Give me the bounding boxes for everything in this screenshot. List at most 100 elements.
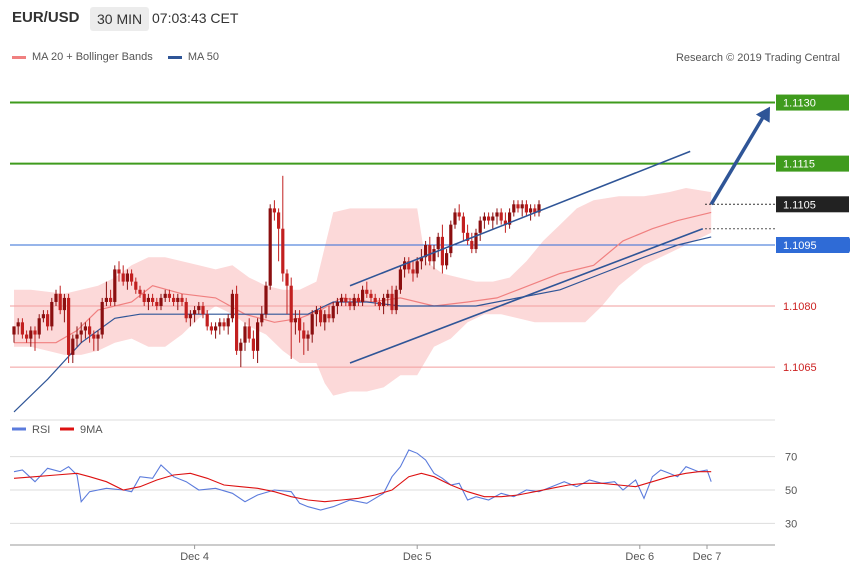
candle-body <box>226 318 230 327</box>
candle-15 <box>75 326 79 347</box>
candle-body <box>88 326 92 335</box>
legend-ma20-swatch <box>12 55 26 59</box>
candle-79 <box>344 293 348 307</box>
candle-body <box>75 334 79 339</box>
candle-body <box>125 273 129 282</box>
candle-body <box>516 204 520 209</box>
candle-45 <box>201 301 205 319</box>
candle-57 <box>251 330 255 359</box>
timestamp: 07:03:43 CET <box>152 10 239 26</box>
candle-10 <box>54 289 58 307</box>
candle-body <box>432 249 436 262</box>
candle-body <box>117 269 121 274</box>
candle-body <box>461 216 465 233</box>
candle-27 <box>125 269 129 290</box>
candle-86 <box>373 293 377 307</box>
candle-90 <box>390 285 394 315</box>
candle-39 <box>176 293 180 311</box>
candle-body <box>331 306 335 319</box>
candle-body <box>96 334 100 339</box>
candle-103 <box>445 249 449 270</box>
candle-97 <box>419 249 423 270</box>
candle-87 <box>377 297 381 311</box>
forecast-arrow-head <box>755 106 770 123</box>
candle-body <box>260 314 264 323</box>
candle-121 <box>520 200 524 217</box>
candle-69 <box>302 322 306 355</box>
candle-124 <box>533 204 537 217</box>
candle-51 <box>226 314 230 335</box>
candle-5 <box>33 326 37 351</box>
candle-body <box>470 240 474 250</box>
ma50-line <box>13 236 712 413</box>
candle-body <box>109 297 113 302</box>
level-badge-bg <box>776 196 849 213</box>
level-label: 1.1080 <box>783 301 817 313</box>
candle-71 <box>310 310 314 343</box>
level-badge-bg <box>776 359 849 376</box>
level-badge-bg <box>776 237 849 253</box>
candle-60 <box>264 281 268 319</box>
candle-body <box>58 293 62 311</box>
candle-body <box>491 216 495 221</box>
candle-body <box>71 338 75 355</box>
candle-body <box>302 330 306 339</box>
candle-body <box>172 297 176 302</box>
candle-body <box>130 273 134 282</box>
candle-114 <box>491 212 495 229</box>
candle-body <box>340 297 344 302</box>
legend-ma50-swatch <box>167 55 182 59</box>
time-label-Dec-7: Dec 7 <box>693 551 722 563</box>
candle-84 <box>365 281 369 298</box>
candle-body <box>159 297 163 307</box>
candle-52 <box>230 289 234 323</box>
chart-header: EUR/USD 30 MIN 07:03:43 CET <box>0 0 850 40</box>
candle-109 <box>470 232 474 254</box>
level-badge-1.1115: 1.1115 <box>776 155 849 172</box>
candle-body <box>377 301 381 307</box>
candle-19 <box>92 330 96 351</box>
candle-26 <box>121 265 125 286</box>
candle-body <box>54 293 58 302</box>
candle-54 <box>239 338 243 368</box>
candle-22 <box>104 281 108 307</box>
candle-67 <box>293 310 297 335</box>
candle-93 <box>403 257 407 278</box>
candle-40 <box>180 293 184 307</box>
candle-body <box>121 273 125 282</box>
candle-body <box>348 301 352 307</box>
candle-56 <box>247 318 251 343</box>
candle-2 <box>20 318 24 339</box>
level-label: 1.1115 <box>783 159 815 171</box>
candle-80 <box>348 297 352 311</box>
candle-body <box>382 297 386 307</box>
candle-body <box>251 338 255 351</box>
candle-33 <box>151 293 155 307</box>
candle-body <box>369 293 373 298</box>
candle-body <box>298 318 302 331</box>
candle-68 <box>298 310 302 343</box>
candle-101 <box>436 232 440 258</box>
candle-88 <box>382 293 386 315</box>
candle-125 <box>537 200 541 217</box>
candle-48 <box>214 322 218 339</box>
candle-body <box>520 204 524 209</box>
candle-46 <box>205 310 209 331</box>
candle-17 <box>83 322 87 339</box>
candle-body <box>167 293 171 298</box>
candle-42 <box>188 310 192 327</box>
candles-group <box>12 175 541 368</box>
timeframe-badge[interactable]: 30 MIN <box>90 7 150 31</box>
candle-body <box>100 301 104 335</box>
candle-95 <box>411 261 415 282</box>
rsi-legend: RSI 9MA <box>12 424 103 436</box>
candle-body <box>373 297 377 302</box>
instrument-pair: EUR/USD <box>12 9 80 26</box>
candle-body <box>310 314 314 335</box>
candle-107 <box>461 212 465 241</box>
level-label: 1.1065 <box>783 362 817 374</box>
candle-7 <box>41 310 45 323</box>
candle-96 <box>415 257 419 278</box>
channel-lower-line <box>349 227 704 364</box>
